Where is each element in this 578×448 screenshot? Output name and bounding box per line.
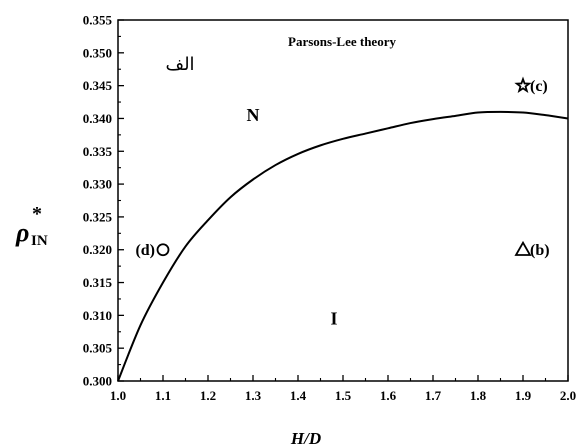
y-axis-title-subscript: IN — [31, 233, 48, 249]
y-tick-label: 0.315 — [83, 275, 113, 290]
circle-marker — [156, 243, 170, 257]
point-label-b: (b) — [530, 242, 550, 259]
x-tick-label: 1.7 — [425, 388, 442, 403]
y-tick-label: 0.320 — [83, 242, 112, 257]
x-tick-label: 1.6 — [380, 388, 397, 403]
y-axis-title: ρ * IN — [15, 203, 48, 249]
star-marker — [514, 76, 532, 93]
y-tick-label: 0.345 — [83, 78, 113, 93]
coexistence-curve — [117, 110, 569, 382]
x-tick-label: 1.0 — [110, 388, 126, 403]
phase-label-i: I — [330, 309, 337, 329]
x-tick-label: 1.9 — [515, 388, 532, 403]
y-tick-label: 0.330 — [83, 177, 112, 192]
chart-title: Parsons-Lee theory — [288, 34, 396, 49]
y-axis-title-main: ρ — [15, 218, 29, 247]
y-tick-label: 0.340 — [83, 111, 112, 126]
x-axis-title: H/D — [290, 429, 321, 448]
x-tick-label: 1.5 — [335, 388, 352, 403]
x-tick-label: 2.0 — [560, 388, 576, 403]
y-tick-label: 0.325 — [83, 209, 113, 224]
curve-layer — [117, 110, 569, 382]
y-tick-label: 0.350 — [83, 45, 112, 60]
phase-label-n: N — [247, 105, 260, 125]
x-tick-label: 1.1 — [155, 388, 171, 403]
y-tick-label: 0.355 — [83, 13, 113, 28]
panel-label: الف — [165, 54, 194, 75]
x-tick-label: 1.3 — [245, 388, 262, 403]
marks-layer: N I (c) (b) (d) — [135, 76, 550, 329]
y-tick-label: 0.310 — [83, 308, 112, 323]
y-tick-label: 0.305 — [83, 341, 113, 356]
x-tick-label: 1.2 — [200, 388, 216, 403]
point-label-c: (c) — [530, 78, 548, 95]
y-axis-title-superscript: * — [32, 203, 42, 225]
plot-frame — [117, 19, 569, 382]
triangle-marker — [514, 240, 532, 256]
x-tick-label: 1.4 — [290, 388, 307, 403]
ticks-layer: 1.0 1.1 1.2 1.3 1.4 1.5 1.6 1.7 1.8 1.9 2.0 0.300 0.… — [83, 13, 576, 404]
point-label-d: (d) — [135, 242, 155, 259]
y-tick-label: 0.300 — [83, 374, 112, 389]
x-tick-label: 1.8 — [470, 388, 487, 403]
y-tick-label: 0.335 — [83, 144, 113, 159]
